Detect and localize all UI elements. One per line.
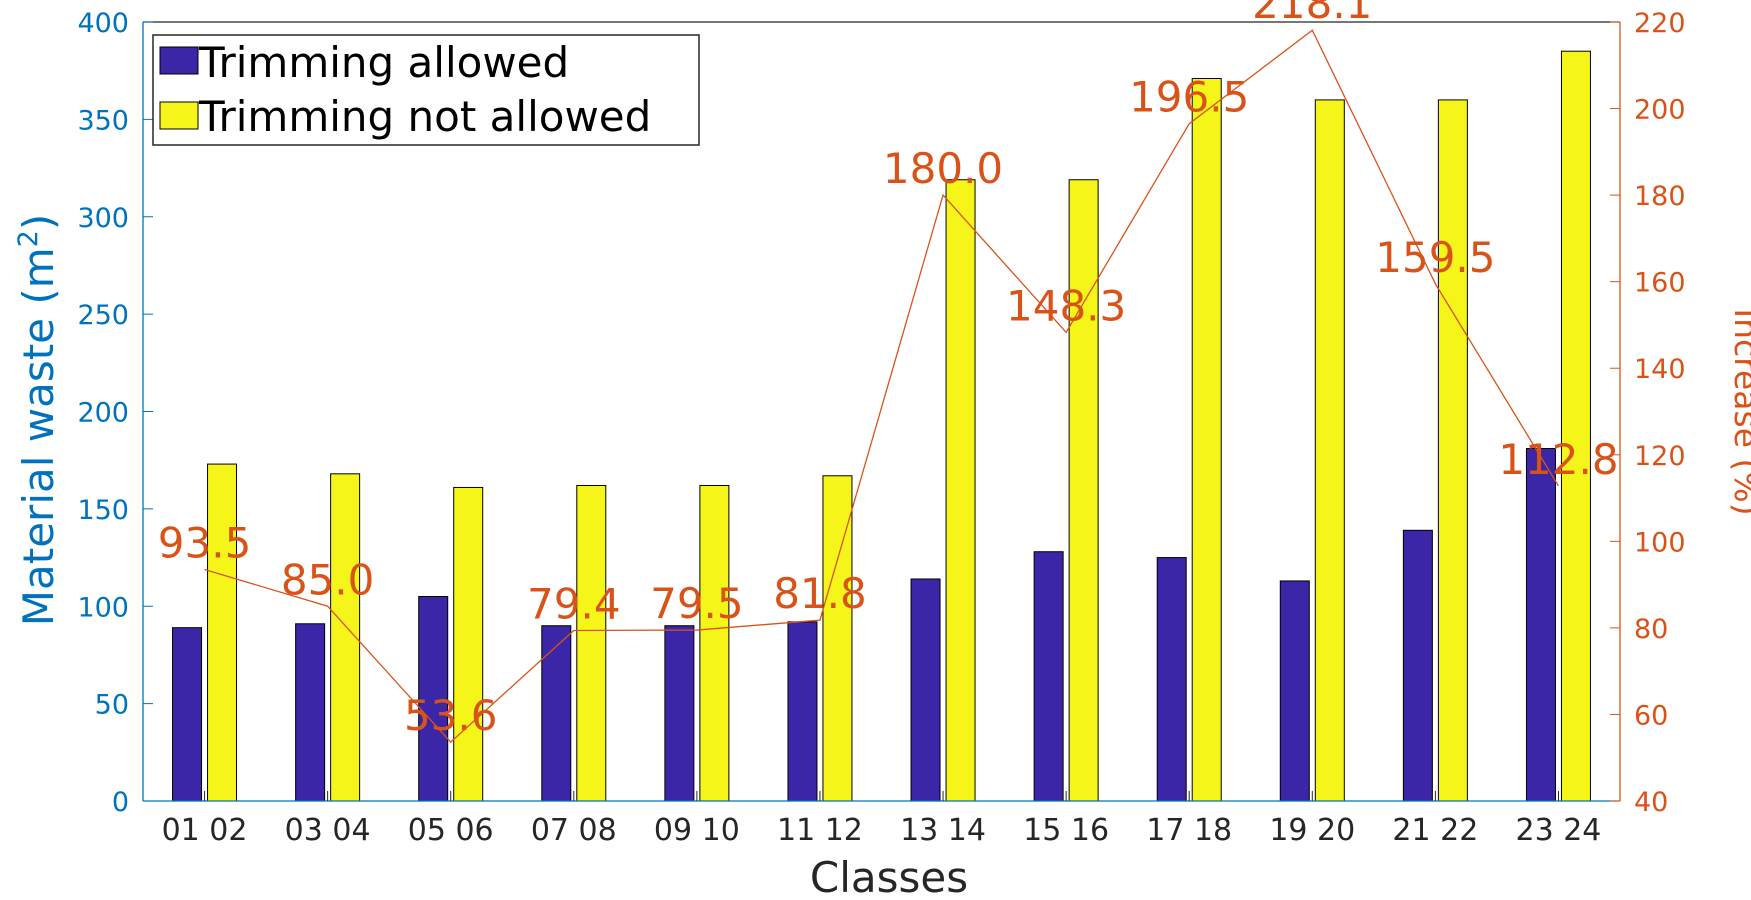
bar-trimming-allowed-5 [787,621,818,802]
increase-label-6: 180.0 [883,144,1003,193]
y-left-tick-label-1: 50 [95,690,129,721]
y-axis-right-title: Increase (%) [1727,308,1751,515]
x-tick-label-11: 23 24 [1516,813,1602,848]
bar-trimming-not-allowed-8 [1191,77,1222,802]
bar-trimming-allowed-1 [295,623,326,802]
y-left-tick-label-8: 400 [77,8,129,39]
increase-label-8: 196.5 [1129,73,1249,122]
y-axis-left-title: Material waste (m2) [13,214,63,626]
y-right-tick-label-9: 220 [1634,8,1686,39]
x-tick-label-3: 07 08 [531,813,617,848]
legend-label-trimming-allowed: Trimming allowed [198,38,569,87]
y-left-tick-label-0: 0 [112,787,129,818]
data-labels-layer: 93.5 85.0 53.6 79.4 79.5 81.8 180.0 148.3 196.5 2… [158,0,1619,740]
bar-trimming-allowed-6 [910,578,941,802]
bar-trimming-allowed-4 [664,625,695,802]
x-tick-label-1: 03 04 [285,813,371,848]
y-left-tick-label-6: 300 [77,203,129,234]
y-right-tick-label-5: 140 [1634,354,1686,385]
y-right-tick-label-2: 80 [1634,614,1668,645]
bar-trimming-not-allowed-9 [1314,99,1345,802]
y-right-tick-label-3: 100 [1634,527,1686,558]
bar-trimming-not-allowed-5 [822,475,853,802]
bar-trimming-allowed-8 [1156,557,1187,802]
x-tick-label-5: 11 12 [777,813,863,848]
y-right-tick-label-1: 60 [1634,700,1668,731]
y-right-tick-label-0: 40 [1634,787,1668,818]
legend: Trimming allowed Trimming not allowed [152,34,700,146]
bar-trimming-allowed-11 [1525,448,1556,802]
x-tick-label-7: 15 16 [1023,813,1109,848]
increase-label-4: 79.5 [650,579,744,628]
increase-label-1: 85.0 [281,555,375,604]
increase-line-layer [204,29,1560,744]
increase-label-2: 53.6 [404,691,498,740]
y-left-tick-label-3: 150 [77,495,129,526]
bar-trimming-allowed-7 [1033,551,1064,802]
x-tick-label-2: 05 06 [408,813,494,848]
bar-trimming-not-allowed-7 [1068,179,1099,802]
bar-trimming-not-allowed-1 [330,473,361,802]
increase-line [204,29,1560,744]
x-tick-label-9: 19 20 [1269,813,1355,848]
bar-trimming-not-allowed-3 [576,485,607,802]
bars-layer [172,50,1591,802]
bar-trimming-not-allowed-0 [207,463,238,802]
y-right-tick-label-8: 200 [1634,95,1686,126]
legend-swatch-trimming-not-allowed [159,101,199,130]
y-left-tick-label-5: 250 [77,300,129,331]
y-right-tick-label-4: 120 [1634,441,1686,472]
y-ticks-right: 40 60 80 100 120 140 160 180 200 220 [1610,8,1686,818]
x-tick-label-0: 01 02 [162,813,248,848]
y-axis-left-title-superscript: 2 [13,230,44,247]
x-tick-label-4: 09 10 [654,813,740,848]
increase-label-7: 148.3 [1006,281,1126,330]
legend-swatch-trimming-allowed [159,46,199,75]
x-tick-label-10: 21 22 [1392,813,1478,848]
legend-box [152,34,700,146]
y-right-tick-label-7: 180 [1634,181,1686,212]
y-left-tick-label-4: 200 [77,398,129,429]
bar-trimming-allowed-9 [1279,580,1310,802]
y-left-tick-label-7: 350 [77,105,129,136]
bar-trimming-allowed-3 [541,625,572,802]
x-tick-label-6: 13 14 [900,813,986,848]
bar-trimming-not-allowed-6 [945,179,976,802]
increase-label-10: 159.5 [1375,233,1495,282]
y-axis-left-title-end: ) [14,214,63,230]
x-ticks: 01 02 03 04 05 06 07 08 09 10 11 12 13 14 15 16… [162,791,1602,848]
bar-trimming-allowed-0 [172,627,203,802]
bar-trimming-not-allowed-10 [1437,99,1468,802]
x-tick-label-8: 17 18 [1146,813,1232,848]
y-right-tick-label-6: 160 [1634,268,1686,299]
legend-label-trimming-not-allowed: Trimming not allowed [198,92,651,141]
x-axis-title: Classes [810,853,968,900]
bar-trimming-allowed-10 [1402,529,1433,802]
bar-trimming-not-allowed-4 [699,485,730,802]
y-left-tick-label-2: 100 [77,592,129,623]
y-ticks-left: 0 50 100 150 200 250 300 350 400 [77,8,153,818]
increase-label-3: 79.4 [527,579,621,628]
increase-label-5: 81.8 [773,569,867,618]
bar-trimming-not-allowed-11 [1560,50,1591,802]
increase-label-9: 218.1 [1252,0,1372,28]
increase-label-0: 93.5 [158,518,252,567]
bar-trimming-not-allowed-2 [453,486,484,802]
increase-label-11: 112.8 [1498,435,1618,484]
